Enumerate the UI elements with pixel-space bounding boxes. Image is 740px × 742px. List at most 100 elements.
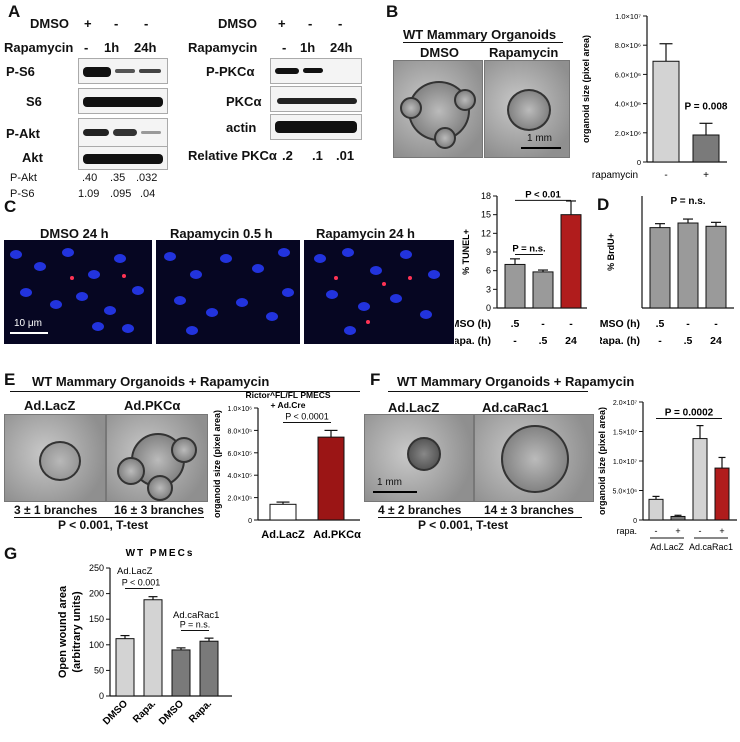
panel-a-letter: A (8, 2, 21, 21)
panel-a-left-dmso-label: DMSO (30, 16, 69, 31)
panel-c-image-3 (304, 240, 454, 344)
stat-annotation: P = n.s. (512, 243, 545, 254)
panel-e-label-pkca: Ad.PKCα (124, 398, 181, 413)
panel-a-left-rapa-label: Rapamycin (4, 40, 74, 55)
blot-p-s6 (78, 58, 168, 84)
bar (171, 649, 191, 697)
y-tick-label: 6.0×10⁶ (615, 70, 641, 79)
y-axis-label-2: (arbitrary units) (71, 591, 83, 673)
panel-f-stat-rule (378, 517, 582, 518)
y-tick-label: 6.0×10⁵ (227, 451, 252, 458)
panel-b-image-dmso (393, 60, 483, 158)
y-axis-label: organoid size (pixel area) (581, 35, 591, 143)
rapa-value: + (675, 526, 680, 536)
panel-e-image-pkca (106, 414, 208, 502)
y-tick-label: 8.0×10⁵ (227, 428, 252, 435)
y-tick-label: 15 (481, 210, 491, 220)
panel-b-letter: B (386, 2, 399, 21)
y-tick-label: 4.0×10⁵ (227, 473, 252, 480)
panel-c-image-2 (156, 240, 300, 344)
y-tick-label: 0 (486, 303, 491, 313)
panel-b-label-dmso: DMSO (420, 45, 459, 60)
bar (705, 225, 727, 309)
y-axis-label: Open wound area (57, 585, 69, 678)
y-tick-label: 1.5×10⁷ (613, 430, 638, 437)
panel-f-scale-text: 1 mm (377, 477, 402, 488)
panel-b-title: WT Mammary Organoids (403, 27, 557, 42)
rapa-value: - (655, 526, 658, 536)
y-tick-label: 100 (89, 640, 104, 650)
y-tick-label: 0 (633, 518, 637, 525)
y-axis-label: organoid size (pixel area) (212, 410, 222, 518)
quant-p-s6-v3: .04 (140, 188, 156, 200)
condition-value: - (569, 318, 573, 330)
x-tick-label: + (703, 170, 709, 181)
panel-e-stat-rule (14, 517, 204, 518)
y-tick-label: 2.0×10⁷ (613, 400, 638, 407)
panel-f-branches-lacz: 4 ± 2 branches (378, 503, 462, 517)
condition-value: .5 (539, 335, 548, 347)
panel-a-left-rapa-v3: 24h (134, 40, 157, 55)
bar (199, 640, 219, 697)
chart-title: Rictor^FL/FL PMECS (245, 390, 330, 400)
bar (115, 638, 135, 697)
group-label: Ad.caRac1 (689, 542, 733, 552)
bar (143, 599, 163, 697)
y-tick-label: 1.0×10⁷ (615, 12, 641, 21)
panel-a-right-rapa-label: Rapamycin (188, 40, 258, 55)
condition-value: - (714, 318, 718, 330)
y-tick-label: 8.0×10⁶ (615, 41, 641, 50)
blot-pkca (270, 86, 362, 112)
y-tick-label: 1.0×10⁷ (613, 459, 638, 466)
quant-rel-pkca-label: Relative PKCα (188, 148, 277, 163)
bar (269, 503, 297, 521)
chart-title: WT PMECs (126, 548, 195, 559)
stat-annotation: P < 0.01 (525, 189, 561, 200)
condition-label: Rapa. (h) (600, 335, 640, 347)
group-label: Ad.caRac1 (173, 610, 219, 621)
rapa-value: - (699, 526, 702, 536)
panel-g-letter: G (4, 544, 18, 563)
stat-annotation: P = 0.008 (685, 101, 728, 112)
y-tick-label: 150 (89, 614, 104, 624)
panel-b-scale-text: 1 mm (527, 133, 552, 144)
panel-e-branches-lacz: 3 ± 1 branches (14, 503, 98, 517)
quant-rel-pkca-v2: .1 (312, 148, 323, 163)
y-tick-label: 0 (99, 691, 104, 701)
stat-annotation: P = n.s. (670, 196, 705, 207)
condition-value: .5 (684, 335, 693, 347)
panel-f-stat: P < 0.001, T-test (418, 518, 509, 532)
chart-e: 0 2.0×10⁵ 4.0×10⁵ 6.0×10⁵ 8.0×10⁵ 1.0×10⁶ orga… (212, 390, 361, 541)
panel-a-left-rapa-v2: 1h (104, 40, 120, 55)
condition-value: .5 (511, 318, 520, 330)
chart-b: 0 2.0×10⁶ 4.0×10⁶ 6.0×10⁶ 8.0×10⁶ 1.0×10⁷ orga… (581, 12, 728, 181)
y-tick-label: 250 (89, 563, 104, 573)
y-tick-label: 4.0×10⁶ (615, 100, 641, 109)
bar (504, 263, 526, 309)
panel-f-label-carac1: Ad.caRac1 (482, 400, 549, 415)
y-tick-label: 6 (486, 266, 491, 276)
group-label: Ad.LacZ (117, 566, 153, 577)
quant-p-akt-v1: .40 (82, 172, 98, 184)
chart-d: % BrdU+ P = n.s. DMSO (h) .5 - - Rapa. (h) - .5 2… (600, 196, 734, 347)
panel-b-image-rapa: 1 mm (484, 60, 570, 158)
chart-g: 0 50 100 150 200 250 Open wound area (arbitrary… (57, 548, 232, 727)
panel-e-title-rule (10, 391, 360, 392)
y-tick-label: 9 (486, 247, 491, 257)
quant-p-akt-v2: .35 (110, 172, 126, 184)
panel-f-branches-carac1: 14 ± 3 branches (484, 503, 574, 517)
condition-value: 24 (565, 335, 577, 347)
condition-value: .5 (656, 318, 665, 330)
panel-a-right-rapa-v1: - (282, 40, 287, 55)
x-tick-label: DMSO (101, 698, 130, 727)
panel-a-left-dmso-v2: - (114, 16, 119, 31)
panel-b-title-rule (403, 42, 563, 43)
blot-label-actin: actin (226, 120, 257, 135)
y-axis-label: % TUNEL+ (461, 229, 471, 275)
bar (652, 60, 680, 163)
panel-c-scale-text: 10 μm (14, 318, 42, 329)
panel-f-title-rule (388, 391, 588, 392)
x-tick-label: Ad.PKCα (313, 529, 361, 541)
quant-p-s6-label: P-S6 (10, 188, 35, 200)
bar (692, 438, 708, 521)
